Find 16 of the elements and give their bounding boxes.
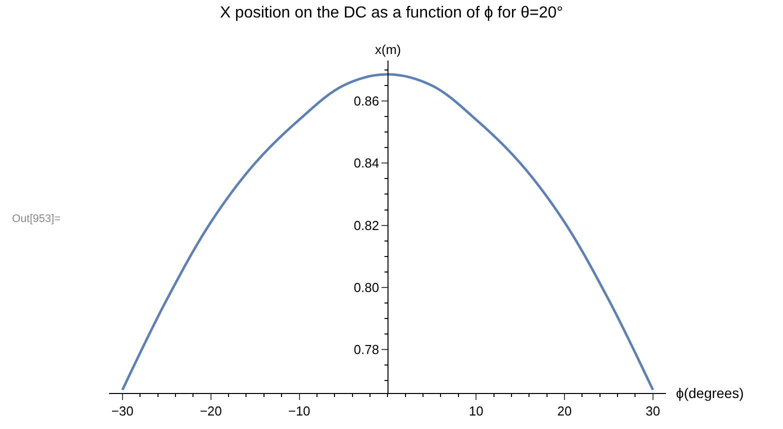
x-axis-title: ϕ(degrees) [676, 385, 744, 401]
line-series [121, 73, 654, 392]
x-tick-label: −20 [200, 404, 222, 419]
x-tick-label: −30 [111, 404, 134, 419]
x-tick-label: 10 [468, 404, 484, 419]
chart-title: X position on the DC as a function of ϕ for θ=20° [220, 4, 564, 22]
y-tick-label: 0.82 [354, 218, 380, 233]
text: Out[953]= [12, 213, 61, 225]
y-tick-label: 0.84 [354, 156, 380, 171]
y-tick-label: 0.78 [354, 342, 380, 358]
y-tick-label: 0.86 [354, 94, 380, 109]
y-tick-label: 0.80 [354, 280, 380, 295]
y-axis-title: x(m) [375, 42, 401, 57]
x-tick-label: 20 [557, 404, 572, 419]
x-tick-label: −10 [288, 404, 310, 419]
x-tick-label: 30 [646, 404, 660, 419]
